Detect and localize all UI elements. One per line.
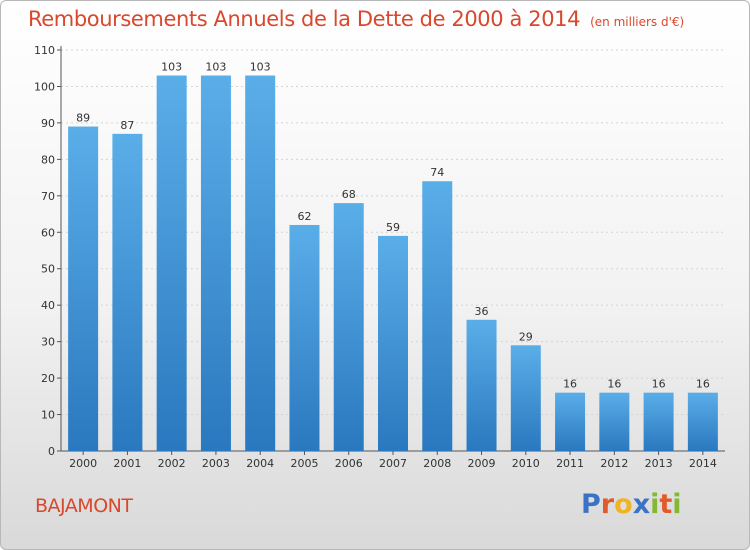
y-tick-label: 100 — [34, 80, 55, 93]
x-tick-label: 2003 — [202, 457, 230, 470]
x-tick-label: 2009 — [468, 457, 496, 470]
bar-value-label: 68 — [342, 188, 356, 201]
commune-name: BAJAMONT — [35, 495, 133, 517]
logo-letter: P — [581, 489, 601, 520]
value-labels: 89 87 103 103 103 62 68 59 74 36 29 16 16 16 16 — [76, 61, 710, 391]
y-tick-label: 30 — [41, 336, 55, 349]
x-tick-label: 2004 — [246, 457, 274, 470]
bar — [333, 203, 364, 451]
bar — [112, 133, 143, 451]
y-tick-label: 70 — [41, 190, 55, 203]
bar — [643, 392, 674, 451]
bar-value-label: 62 — [297, 210, 311, 223]
logo-letter: i — [650, 489, 660, 520]
bar — [68, 126, 99, 452]
bar-value-label: 87 — [120, 119, 134, 132]
x-tick-label: 2011 — [556, 457, 584, 470]
y-tick-label: 60 — [41, 226, 55, 239]
bar-value-label: 16 — [563, 378, 577, 391]
bar-value-label: 59 — [386, 221, 400, 234]
bar — [156, 75, 187, 451]
bar — [687, 392, 718, 451]
bar-value-label: 16 — [652, 378, 666, 391]
bar-value-label: 16 — [696, 378, 710, 391]
y-tick-label: 110 — [34, 44, 55, 57]
logo-letter: r — [600, 489, 615, 520]
y-tick-label: 0 — [48, 445, 55, 458]
bar-value-label: 16 — [607, 378, 621, 391]
bar-value-label: 74 — [430, 166, 444, 179]
bar — [200, 75, 231, 451]
bar — [378, 235, 408, 451]
x-tick-label: 2000 — [69, 457, 97, 470]
bar-value-label: 103 — [250, 61, 271, 74]
chart-title-text: Remboursements Annuels de la Dette de 20… — [28, 7, 581, 31]
y-tick-label: 40 — [41, 299, 55, 312]
bar-value-label: 103 — [205, 61, 226, 74]
logo-letter: t — [659, 489, 673, 520]
bar — [245, 75, 276, 451]
x-tick-label: 2001 — [113, 457, 141, 470]
y-tick-label: 10 — [41, 409, 55, 422]
bars — [68, 75, 718, 452]
y-tick-label: 90 — [41, 117, 55, 130]
x-tick-label: 2002 — [158, 457, 186, 470]
bar — [599, 392, 630, 451]
x-tick-label: 2012 — [600, 457, 628, 470]
x-tick-label: 2014 — [689, 457, 717, 470]
bar — [466, 319, 497, 451]
bar — [555, 392, 586, 451]
bar-value-label: 89 — [76, 112, 90, 125]
logo-letter: o — [614, 489, 633, 520]
x-tick-label: 2006 — [335, 457, 363, 470]
x-tick-label: 2005 — [290, 457, 318, 470]
bar-value-label: 103 — [161, 61, 182, 74]
bar — [289, 224, 320, 451]
x-tick-label: 2010 — [512, 457, 540, 470]
chart-unit: (en milliers d'€) — [590, 15, 685, 29]
bar — [510, 345, 541, 451]
logo-letter: i — [672, 489, 682, 520]
logo-letter: x — [632, 489, 651, 520]
y-tick-label: 50 — [41, 263, 55, 276]
x-tick-label: 2007 — [379, 457, 407, 470]
y-tick-label: 20 — [41, 372, 55, 385]
bar-value-label: 29 — [519, 330, 533, 343]
x-tick-label: 2008 — [423, 457, 451, 470]
proxiti-logo: Proxiti — [581, 489, 682, 520]
x-tick-label: 2013 — [645, 457, 673, 470]
bar — [422, 181, 453, 451]
chart-title: Remboursements Annuels de la Dette de 20… — [28, 7, 684, 31]
y-tick-label: 80 — [41, 153, 55, 166]
bar-value-label: 36 — [475, 305, 489, 318]
